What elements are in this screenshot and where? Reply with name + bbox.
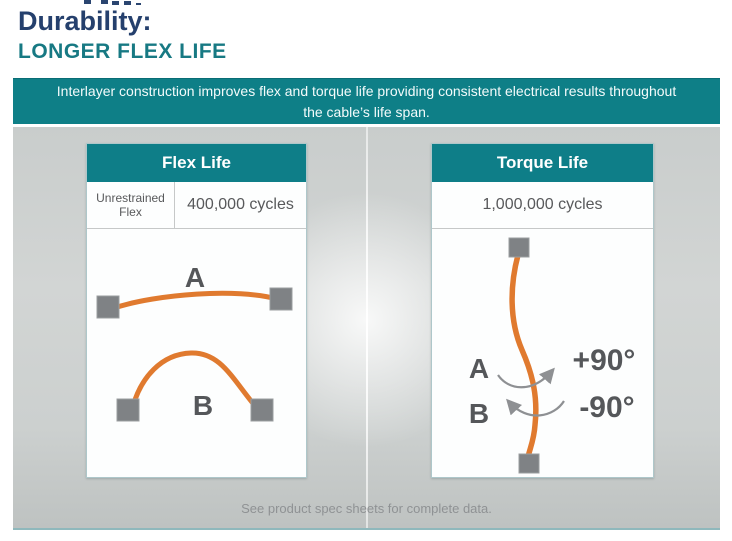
torque-diagram-svg: A B +90° -90° [469,237,636,474]
flex-spec-row: Unrestrained Flex 400,000 cycles [87,182,306,229]
center-divider [366,127,368,528]
page-subtitle: LONGER FLEX LIFE [18,40,227,63]
cable-a-right-connector [269,287,293,311]
flex-spec-label: Unrestrained Flex [87,182,175,228]
torque-label-b: B [469,398,489,429]
cable-a-curve [111,290,280,311]
cable-b-curve [130,350,259,410]
torque-bottom-connector [518,453,540,474]
intro-banner: Interlayer construction improves flex an… [13,78,720,124]
flex-diagram-svg: A B [96,262,293,422]
content-stage: Flex Life Unrestrained Flex 400,000 cycl… [13,127,720,530]
flex-life-card: Flex Life Unrestrained Flex 400,000 cycl… [86,143,307,478]
flex-diagram: A B [87,230,306,479]
flex-spec-value: 400,000 cycles [187,196,294,213]
minus-angle-label: -90° [579,391,634,424]
footer-note: See product spec sheets for complete dat… [241,501,492,516]
torque-top-connector [508,237,530,258]
torque-life-card: Torque Life 1,000,000 cycles A B +90° -9… [431,143,654,478]
torque-spec-value: 1,000,000 cycles [482,196,603,213]
page-title: Durability: [18,6,152,36]
torque-spec-row: 1,000,000 cycles [432,182,653,229]
flex-label-a: A [185,262,205,293]
flex-life-header: Flex Life [87,144,306,182]
intro-banner-text: Interlayer construction improves flex an… [56,83,677,120]
minus-rotation-arrow [506,398,565,417]
cropped-text-artifact [84,0,91,4]
torque-diagram: A B +90° -90° [432,230,653,479]
torque-cable-curve [509,252,539,460]
flex-label-b: B [193,390,213,421]
plus-angle-label: +90° [573,344,636,377]
cable-b-right-connector [250,398,274,422]
plus-rotation-arrow [497,367,555,389]
cable-a-left-connector [96,295,120,319]
torque-life-header: Torque Life [432,144,653,182]
cable-b-left-connector [116,398,140,422]
torque-label-a: A [469,353,489,384]
